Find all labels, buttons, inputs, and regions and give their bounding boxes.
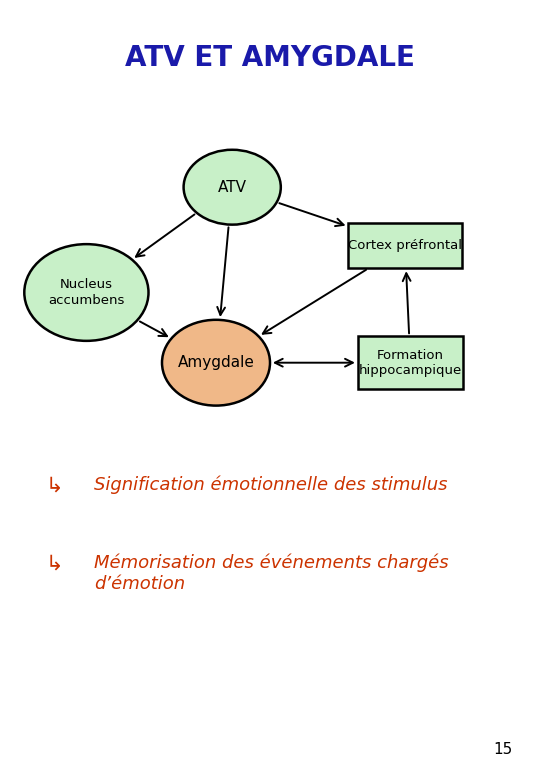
FancyBboxPatch shape: [348, 223, 462, 268]
Ellipse shape: [24, 244, 149, 341]
Ellipse shape: [184, 150, 281, 225]
FancyBboxPatch shape: [357, 336, 463, 389]
Text: Cortex préfrontal: Cortex préfrontal: [348, 239, 462, 252]
Text: 15: 15: [494, 742, 513, 757]
Text: Formation
hippocampique: Formation hippocampique: [359, 349, 462, 377]
Text: Amygdale: Amygdale: [178, 355, 254, 370]
Text: ATV ET AMYGDALE: ATV ET AMYGDALE: [125, 44, 415, 73]
Text: ↳: ↳: [45, 554, 63, 574]
Text: ATV: ATV: [218, 179, 247, 195]
Text: Mémorisation des événements chargés
d’émotion: Mémorisation des événements chargés d’ém…: [94, 554, 449, 593]
Text: Nucleus
accumbens: Nucleus accumbens: [48, 278, 125, 307]
Ellipse shape: [162, 320, 270, 406]
Text: ↳: ↳: [45, 476, 63, 496]
Text: Signification émotionnelle des stimulus: Signification émotionnelle des stimulus: [94, 476, 448, 495]
